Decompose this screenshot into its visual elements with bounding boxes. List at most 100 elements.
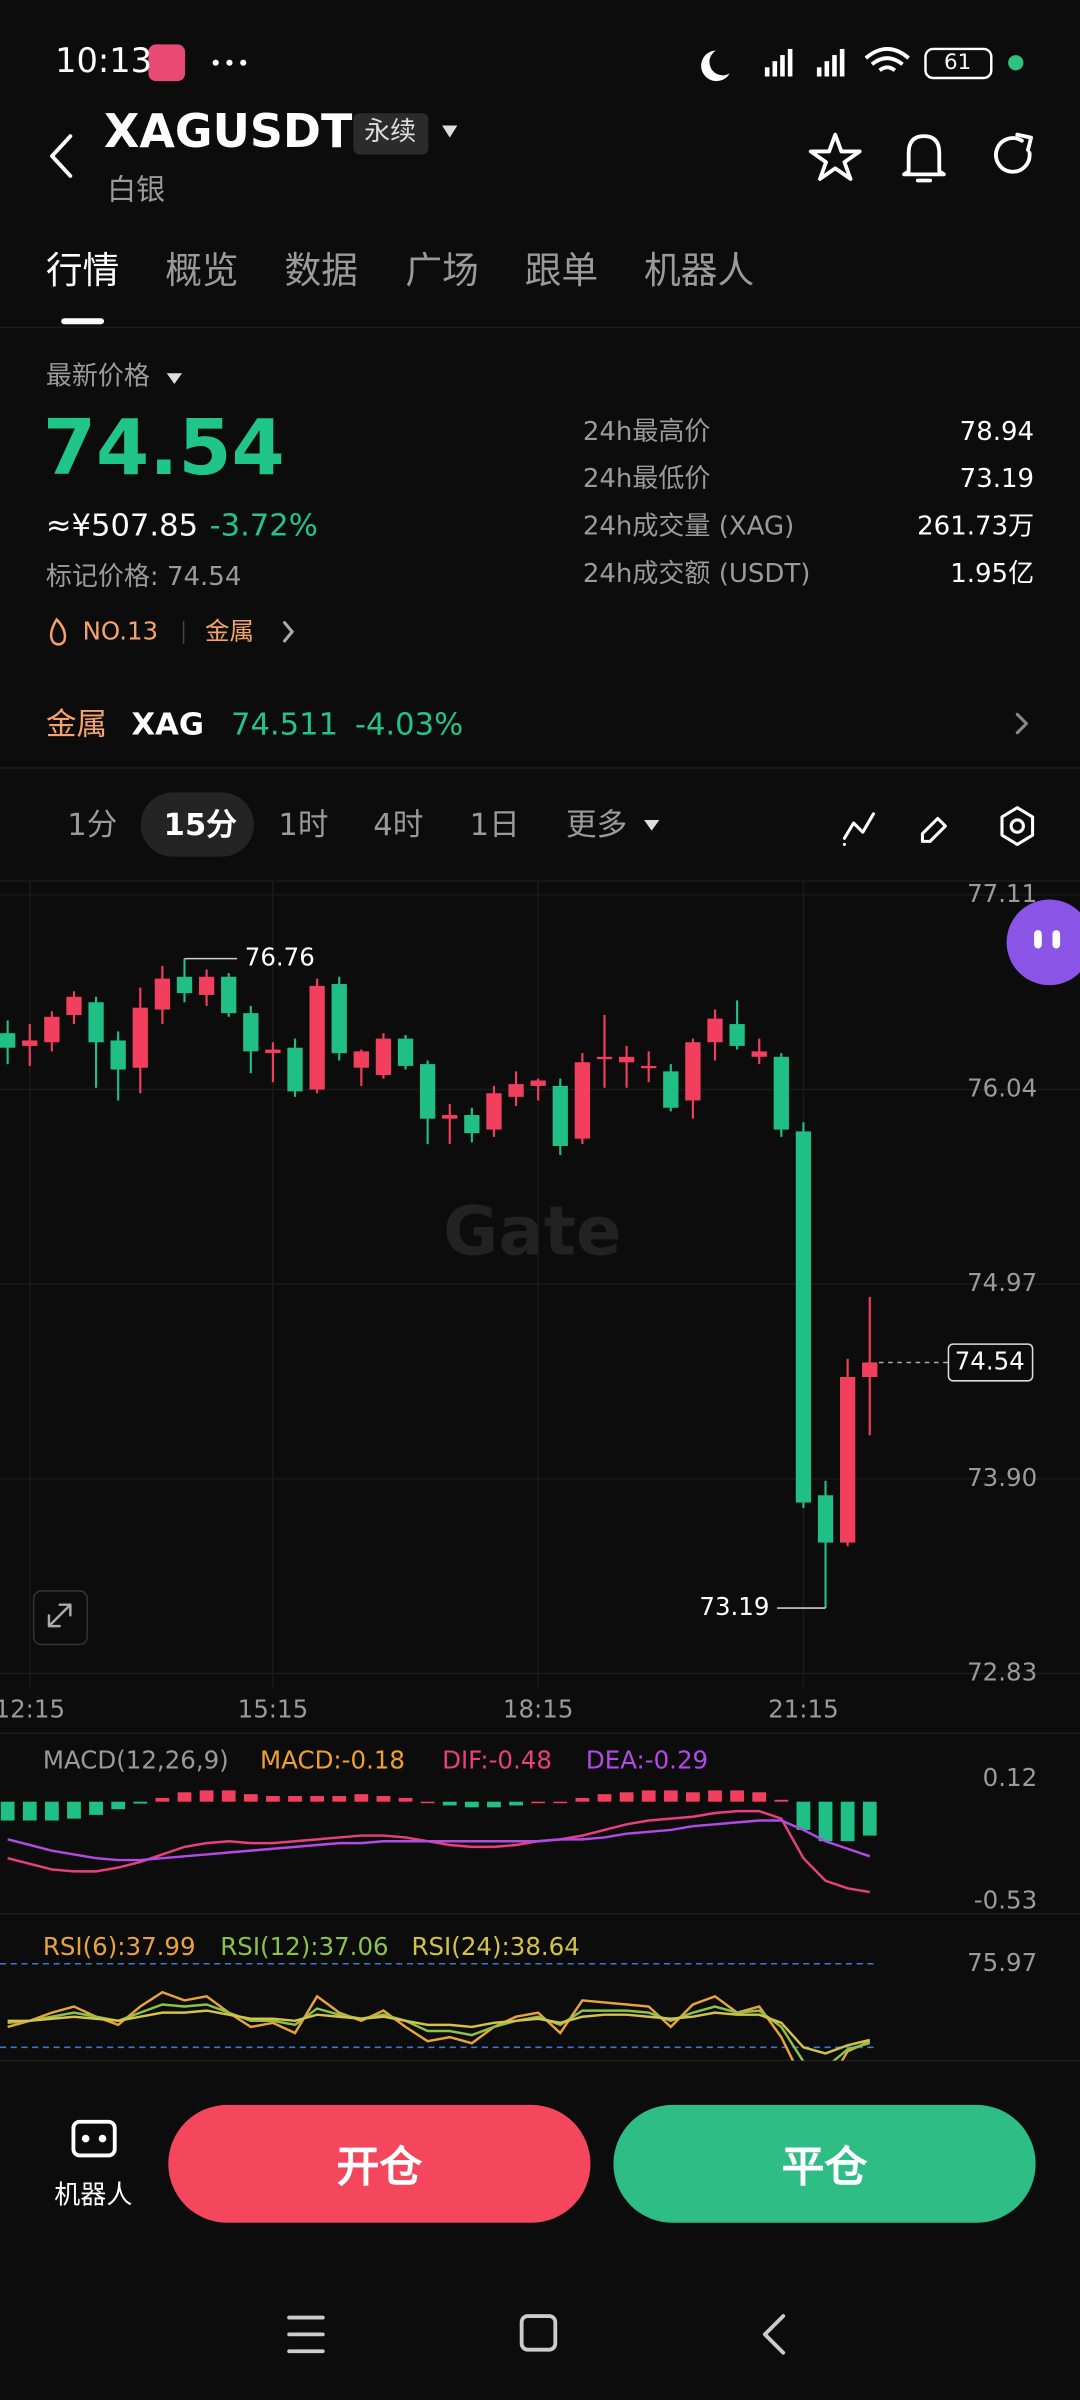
macd-bar (442, 1801, 457, 1806)
candle-body (817, 1495, 834, 1543)
candle-body (552, 1085, 568, 1146)
indicator-icon[interactable] (842, 812, 876, 846)
candle-body (419, 1064, 436, 1119)
assistant-bubble[interactable] (1006, 899, 1080, 986)
interval[interactable]: 1日 (469, 806, 520, 843)
candle-body (707, 1018, 723, 1043)
wifi-icon (864, 47, 910, 72)
candle-body (574, 1062, 591, 1139)
index-symbol[interactable]: XAG (131, 705, 204, 742)
x-tick-label: 21:15 (768, 1694, 839, 1723)
dot (1008, 55, 1024, 71)
candle-body (132, 1007, 148, 1068)
settings-icon[interactable] (1000, 806, 1035, 846)
last-price-box (947, 1343, 1034, 1382)
nav-menu[interactable] (287, 2315, 325, 2354)
battery (924, 47, 993, 80)
tab[interactable]: 跟单 (524, 249, 599, 293)
tab[interactable]: 机器人 (644, 249, 755, 293)
y-tick-label: 76.04 (967, 1074, 1037, 1103)
interval[interactable]: 1时 (278, 806, 329, 843)
legend: RSI(12):37.06 (220, 1932, 389, 1962)
stat-value: 78.94 (959, 416, 1035, 448)
nav-back[interactable] (762, 2314, 786, 2355)
robot-label[interactable]: 机器人 (54, 2180, 133, 2212)
close-button[interactable] (613, 2104, 1036, 2223)
active-interval[interactable] (140, 792, 254, 857)
candle-body (375, 1038, 392, 1076)
price-label[interactable]: 最新价格 (45, 361, 150, 393)
macd-title: MACD(12,26,9) (42, 1745, 229, 1775)
index-sector[interactable]: 金属 (45, 705, 108, 742)
macd-bar (376, 1796, 391, 1802)
macd-bar (22, 1801, 37, 1821)
y-tick-label: -0.53 (974, 1885, 1037, 1914)
sector[interactable]: 金属 (204, 616, 254, 646)
rank[interactable]: NO.13 (82, 616, 159, 646)
back-icon[interactable] (50, 134, 73, 178)
nav-home[interactable] (519, 2314, 558, 2352)
asset-name: 白银 (107, 173, 166, 208)
interval[interactable]: 15分 (163, 806, 237, 843)
open-label[interactable]: 开仓 (336, 2140, 423, 2192)
legend: MACD:-0.18 (260, 1745, 406, 1775)
share-icon[interactable] (994, 132, 1033, 174)
candle-body (265, 1049, 281, 1054)
cny-price: ≈¥507.85 (45, 506, 199, 544)
macd-bar (111, 1801, 126, 1810)
y-tick-label: 72.83 (967, 1658, 1037, 1687)
candle-body (486, 1093, 502, 1130)
index-price: 74.511 (230, 705, 339, 742)
robot-icon[interactable] (71, 2119, 117, 2158)
tab[interactable]: 概览 (165, 249, 239, 293)
chevron[interactable] (1015, 712, 1028, 735)
tab-indicator (61, 318, 105, 325)
macd-bar (487, 1801, 501, 1808)
candle-body (88, 1002, 104, 1043)
signal-icons (764, 48, 845, 77)
candle-body (773, 1056, 789, 1130)
macd-bar (663, 1790, 678, 1802)
macd-bar (310, 1796, 325, 1802)
x-tick-label: 18:15 (503, 1694, 574, 1723)
interval[interactable]: 4时 (373, 806, 424, 843)
star-icon[interactable] (808, 132, 862, 181)
indicator-line (7, 2003, 871, 2061)
candle-body (751, 1051, 767, 1057)
macd-bar (354, 1794, 369, 1802)
legend: DEA:-0.29 (585, 1745, 709, 1775)
macd-bar (531, 1801, 546, 1804)
macd-bar (597, 1794, 612, 1802)
expand-icon[interactable] (47, 1603, 72, 1628)
candle-body (618, 1056, 635, 1063)
tab[interactable]: 数据 (284, 249, 358, 293)
change: -3.72% (209, 506, 318, 544)
macd-bar (464, 1801, 479, 1808)
tab[interactable]: 行情 (45, 249, 120, 293)
expand-box[interactable] (32, 1590, 88, 1646)
macd-bar (641, 1790, 656, 1802)
contract[interactable]: 永续 (364, 117, 417, 148)
candle-body (397, 1038, 414, 1066)
candle-body (839, 1377, 856, 1543)
stat-label: 24h成交量 (XAG) (582, 511, 795, 543)
macd-bar (708, 1790, 722, 1802)
draw-icon[interactable] (920, 816, 947, 843)
macd-bar (575, 1797, 590, 1802)
candle-body (663, 1071, 679, 1108)
interval[interactable]: 更多 (566, 806, 628, 843)
close-label[interactable]: 平仓 (781, 2140, 868, 2192)
stat-value: 73.19 (959, 464, 1035, 495)
candle-body (309, 985, 325, 1090)
macd-bar (553, 1801, 568, 1804)
contract-tag (353, 113, 429, 155)
open-button[interactable] (168, 2104, 591, 2223)
tab[interactable]: 广场 (405, 249, 479, 293)
interval[interactable]: 1分 (67, 806, 118, 843)
macd-bar (619, 1792, 634, 1802)
macd-bar (243, 1794, 258, 1802)
candle-body (66, 996, 82, 1015)
x-tick-label: 12:15 (0, 1694, 65, 1723)
bell-icon[interactable] (902, 134, 946, 183)
